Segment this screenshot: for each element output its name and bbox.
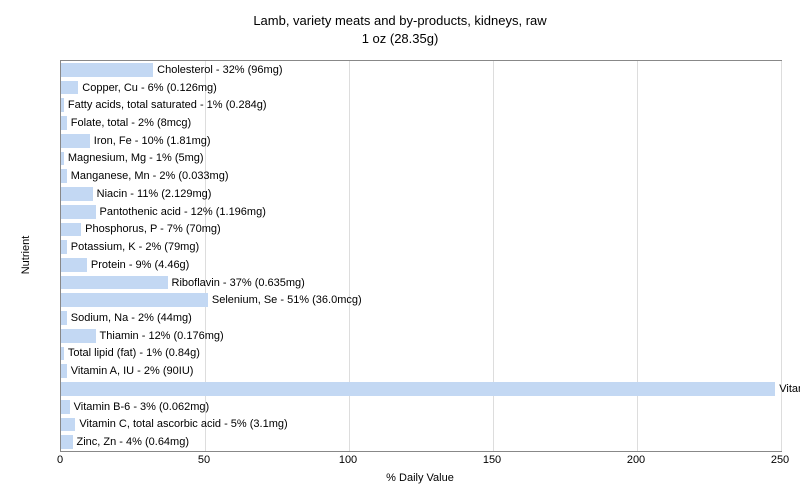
bar-label: Protein - 9% (4.46g) <box>87 259 189 271</box>
bar-label: Vitamin A, IU - 2% (90IU) <box>67 365 194 377</box>
bar <box>61 418 75 432</box>
bar-row: Iron, Fe - 10% (1.81mg) <box>61 132 781 150</box>
x-axis-label: % Daily Value <box>386 472 454 484</box>
bar-row: Zinc, Zn - 4% (0.64mg) <box>61 433 781 451</box>
bar-label: Phosphorus, P - 7% (70mg) <box>81 223 221 235</box>
bar-label: Sodium, Na - 2% (44mg) <box>67 312 192 324</box>
bar <box>61 81 78 95</box>
bar-label: Iron, Fe - 10% (1.81mg) <box>90 135 211 147</box>
x-tick: 150 <box>483 454 501 466</box>
plot-area: Cholesterol - 32% (96mg) Copper, Cu - 6% … <box>60 60 782 452</box>
bar-row: Potassium, K - 2% (79mg) <box>61 238 781 256</box>
bar-row: Magnesium, Mg - 1% (5mg) <box>61 150 781 168</box>
bar-row: Cholesterol - 32% (96mg) <box>61 61 781 79</box>
bar-label: Magnesium, Mg - 1% (5mg) <box>64 152 204 164</box>
x-tick: 0 <box>57 454 63 466</box>
bar-label: Total lipid (fat) - 1% (0.84g) <box>64 347 200 359</box>
bar-row: Vitamin B-6 - 3% (0.062mg) <box>61 398 781 416</box>
bar <box>61 329 96 343</box>
bar-label: Copper, Cu - 6% (0.126mg) <box>78 82 217 94</box>
bar <box>61 223 81 237</box>
bar-row: Fatty acids, total saturated - 1% (0.284… <box>61 96 781 114</box>
bar-row: Sodium, Na - 2% (44mg) <box>61 309 781 327</box>
bar-label: Thiamin - 12% (0.176mg) <box>96 330 224 342</box>
bar-label: Riboflavin - 37% (0.635mg) <box>168 277 305 289</box>
title-line-2: 1 oz (28.35g) <box>362 31 439 46</box>
bar-label: Fatty acids, total saturated - 1% (0.284… <box>64 99 267 111</box>
bar <box>61 187 93 201</box>
y-axis-label: Nutrient <box>20 236 32 275</box>
bar-row: Copper, Cu - 6% (0.126mg) <box>61 79 781 97</box>
bar-label: Cholesterol - 32% (96mg) <box>153 64 282 76</box>
bar-label: Folate, total - 2% (8mcg) <box>67 117 191 129</box>
bar-row: Vitamin A, IU - 2% (90IU) <box>61 362 781 380</box>
bar-label: Vitamin B-12 - 248% (14.86mcg) <box>775 383 800 395</box>
bar-label: Manganese, Mn - 2% (0.033mg) <box>67 170 229 182</box>
bar <box>61 205 96 219</box>
bar-label: Zinc, Zn - 4% (0.64mg) <box>73 436 189 448</box>
bar-label: Vitamin B-6 - 3% (0.062mg) <box>70 401 210 413</box>
bar-label: Vitamin C, total ascorbic acid - 5% (3.1… <box>75 418 287 430</box>
bar-label: Niacin - 11% (2.129mg) <box>93 188 212 200</box>
x-tick: 50 <box>198 454 210 466</box>
bar <box>61 134 90 148</box>
bar <box>61 293 208 307</box>
bar-row: Protein - 9% (4.46g) <box>61 256 781 274</box>
x-tick: 100 <box>339 454 357 466</box>
bar-row: Thiamin - 12% (0.176mg) <box>61 327 781 345</box>
bar-row: Selenium, Se - 51% (36.0mcg) <box>61 291 781 309</box>
bar <box>61 258 87 272</box>
title-line-1: Lamb, variety meats and by-products, kid… <box>253 13 546 28</box>
bar-label: Potassium, K - 2% (79mg) <box>67 241 199 253</box>
bar <box>61 276 168 290</box>
bar-row: Pantothenic acid - 12% (1.196mg) <box>61 203 781 221</box>
bar-label: Pantothenic acid - 12% (1.196mg) <box>96 206 266 218</box>
bar-row: Folate, total - 2% (8mcg) <box>61 114 781 132</box>
bar-row: Vitamin C, total ascorbic acid - 5% (3.1… <box>61 416 781 434</box>
bar-row: Manganese, Mn - 2% (0.033mg) <box>61 167 781 185</box>
bar <box>61 435 73 449</box>
bar-label: Selenium, Se - 51% (36.0mcg) <box>208 294 362 306</box>
chart-title: Lamb, variety meats and by-products, kid… <box>0 0 800 48</box>
bar-row: Riboflavin - 37% (0.635mg) <box>61 274 781 292</box>
bar <box>61 382 775 396</box>
bar-row: Niacin - 11% (2.129mg) <box>61 185 781 203</box>
chart-container: Lamb, variety meats and by-products, kid… <box>0 0 800 500</box>
x-tick: 250 <box>771 454 789 466</box>
bar-row: Total lipid (fat) - 1% (0.84g) <box>61 345 781 363</box>
bar <box>61 63 153 77</box>
bar <box>61 400 70 414</box>
bar-row: Vitamin B-12 - 248% (14.86mcg) <box>61 380 781 398</box>
bar-row: Phosphorus, P - 7% (70mg) <box>61 221 781 239</box>
x-tick: 200 <box>627 454 645 466</box>
